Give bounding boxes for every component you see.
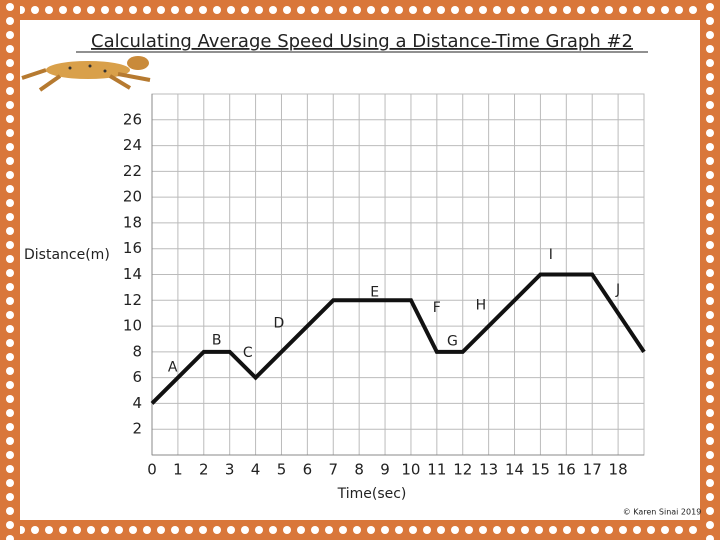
x-tick-label: 9 — [380, 461, 390, 479]
y-tick-label: 22 — [123, 162, 142, 180]
y-tick-label: 16 — [123, 239, 142, 257]
chart-title: Calculating Average Speed Using a Distan… — [91, 31, 633, 52]
x-tick-label: 6 — [303, 461, 313, 479]
x-tick-label: 2 — [199, 461, 209, 479]
x-tick-label: 7 — [328, 461, 338, 479]
cheetah-icon — [21, 56, 151, 92]
y-tick-label: 4 — [132, 394, 142, 412]
x-axis-label: Time(sec) — [337, 486, 407, 502]
x-tick-label: 0 — [147, 461, 157, 479]
y-tick-label: 12 — [123, 291, 142, 309]
x-tick-label: 16 — [557, 461, 576, 479]
y-tick-label: 8 — [132, 342, 142, 360]
y-tick-label: 14 — [123, 265, 142, 283]
segment-label: E — [370, 285, 379, 301]
y-tick-label: 6 — [132, 368, 142, 386]
x-tick-label: 11 — [427, 461, 446, 479]
y-axis-label: Distance(m) — [24, 247, 110, 263]
segment-label: A — [168, 359, 178, 375]
data-line — [150, 272, 646, 405]
x-tick-label: 13 — [479, 461, 498, 479]
segment-label: G — [447, 334, 458, 350]
border — [700, 0, 720, 540]
y-tick-label: 26 — [123, 110, 142, 128]
y-tick-label: 24 — [123, 136, 142, 154]
border — [0, 0, 720, 20]
x-tick-label: 14 — [505, 461, 524, 479]
y-tick-label: 20 — [123, 188, 142, 206]
x-tick-label: 15 — [531, 461, 550, 479]
x-tick-label: 10 — [401, 461, 420, 479]
credit: © Karen Sinai 2019 — [623, 508, 702, 517]
segment-label: D — [273, 315, 284, 331]
segment-label: J — [615, 282, 620, 298]
x-tick-label: 17 — [583, 461, 602, 479]
x-tick-label: 1 — [173, 461, 183, 479]
segment-label: H — [476, 297, 487, 313]
x-tick-label: 4 — [251, 461, 261, 479]
x-tick-label: 18 — [609, 461, 628, 479]
border — [0, 520, 720, 540]
x-tick-label: 3 — [225, 461, 235, 479]
segment-label: I — [549, 247, 553, 263]
x-tick-label: 12 — [453, 461, 472, 479]
segment-label: F — [433, 300, 441, 316]
segment-label: C — [243, 345, 253, 361]
x-tick-label: 8 — [354, 461, 364, 479]
y-tick-label: 10 — [123, 317, 142, 335]
border — [0, 0, 20, 540]
y-tick-label: 18 — [123, 213, 142, 231]
y-tick-label: 2 — [132, 420, 142, 438]
x-tick-label: 5 — [277, 461, 287, 479]
segment-label: B — [212, 332, 222, 348]
